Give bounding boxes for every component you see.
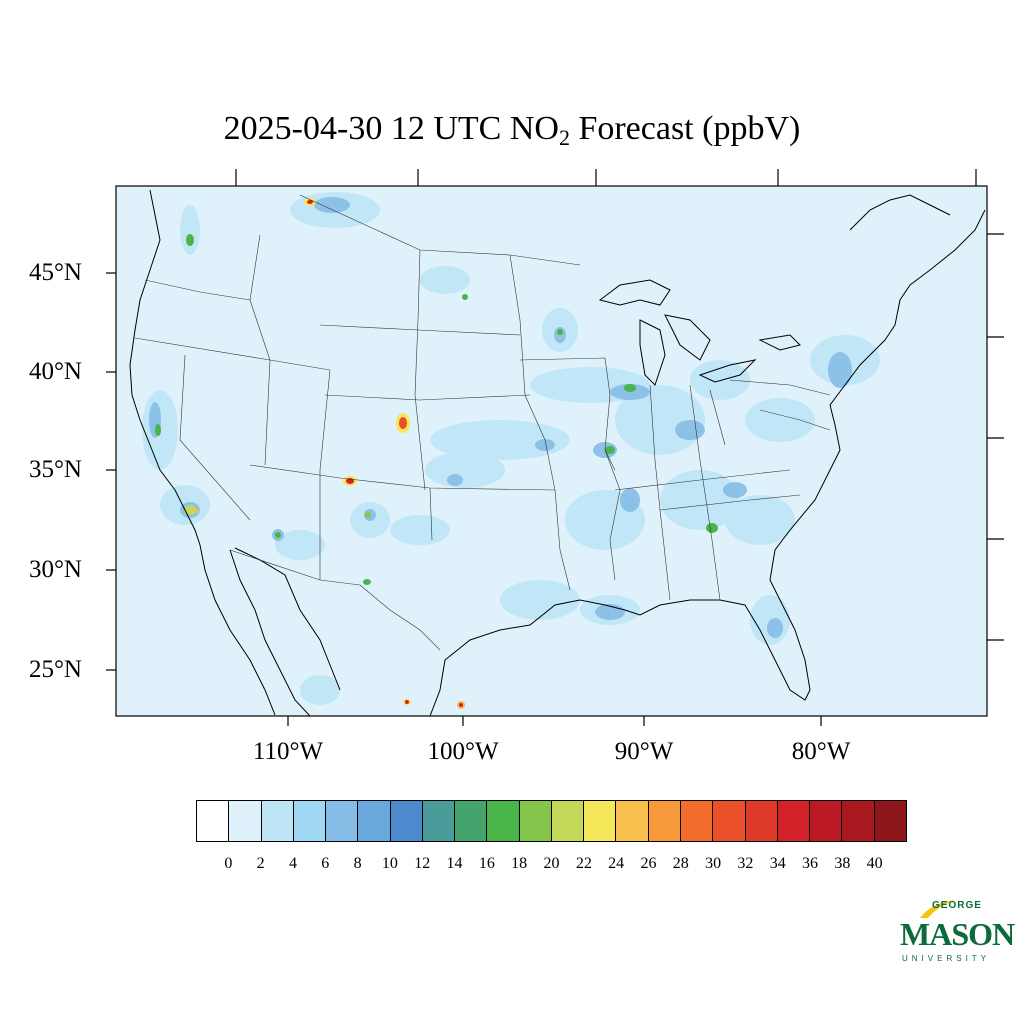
colorbar [196, 800, 907, 842]
logo-university-text: UNIVERSITY [902, 954, 991, 963]
colorbar-tick-label: 4 [288, 855, 297, 872]
colorbar-tick-label: 24 [608, 855, 625, 872]
colorbar-tick-label: 6 [321, 855, 330, 872]
colorbar-tick-label: 38 [834, 855, 851, 872]
colorbar-tick-labels: 0 2 4 6 8 10 12 14 16 18 20 22 24 26 28 30 32 34 36 38 40 [196, 855, 907, 877]
colorbar-tick-label: 20 [543, 855, 560, 872]
concentration-field [142, 192, 880, 709]
colorbar-cell [422, 801, 456, 841]
colorbar-tick-label: 18 [511, 855, 528, 872]
colorbar-cell [713, 801, 746, 841]
colorbar-tick-label: 30 [705, 855, 722, 872]
lat-label-30n: 30°N [28, 556, 82, 583]
colorbar-tick-label: 28 [672, 855, 689, 872]
colorbar-cell [261, 801, 294, 841]
colorbar-tick-label: 32 [737, 855, 754, 872]
colorbar-cell [680, 801, 714, 841]
colorbar-cell [455, 801, 488, 841]
colorbar-tick-label: 36 [802, 855, 819, 872]
logo-swoosh-icon [920, 900, 956, 918]
colorbar-cell [519, 801, 552, 841]
george-mason-logo: GEORGE MASON UNIVERSITY [898, 898, 1015, 968]
colorbar-tick-label: 8 [353, 855, 362, 872]
logo-mason-text: MASON [900, 916, 1015, 952]
lon-label-90w: 90°W [614, 738, 674, 765]
colorbar-tick-label: 34 [769, 855, 786, 872]
lon-label-80w: 80°W [791, 738, 851, 765]
colorbar-cell [229, 801, 262, 841]
colorbar-cell [358, 801, 391, 841]
colorbar-tick-label: 14 [446, 855, 463, 872]
colorbar-tick-label: 40 [866, 855, 883, 872]
lat-label-45n: 45°N [28, 259, 82, 286]
lon-label-100w: 100°W [427, 738, 499, 765]
colorbar-cell [810, 801, 843, 841]
lat-label-25n: 25°N [28, 656, 82, 683]
lon-label-110w: 110°W [252, 738, 324, 765]
colorbar-cell [390, 801, 423, 841]
colorbar-cell [874, 801, 906, 841]
colorbar-cell [487, 801, 520, 841]
map-title: 2025-04-30 12 UTC NO2 Forecast (ppbV) [223, 110, 801, 150]
colorbar-cell [584, 801, 617, 841]
colorbar-tick-label: 2 [256, 855, 265, 872]
colorbar-tick-label: 12 [414, 855, 431, 872]
colorbar-cell [293, 801, 327, 841]
colorbar-tick-label: 26 [640, 855, 657, 872]
lat-label-35n: 35°N [28, 456, 82, 483]
lat-label-40n: 40°N [28, 358, 82, 385]
logo-george-text: GEORGE [932, 900, 982, 911]
colorbar-tick-label: 10 [381, 855, 398, 872]
colorbar-cell [648, 801, 681, 841]
colorbar-tick-label: 22 [575, 855, 592, 872]
state-borders [134, 194, 831, 651]
colorbar-cell [777, 801, 811, 841]
colorbar-tick-label: 0 [224, 855, 233, 872]
colorbar-cell [842, 801, 875, 841]
colorbar-cell [745, 801, 778, 841]
colorbar-tick-label: 16 [478, 855, 495, 872]
colorbar-cell [326, 801, 359, 841]
colorbar-cell [197, 801, 230, 841]
colorbar-cell [616, 801, 649, 841]
coastlines [129, 189, 986, 716]
axis-ticks [106, 169, 1004, 726]
colorbar-cell [551, 801, 585, 841]
